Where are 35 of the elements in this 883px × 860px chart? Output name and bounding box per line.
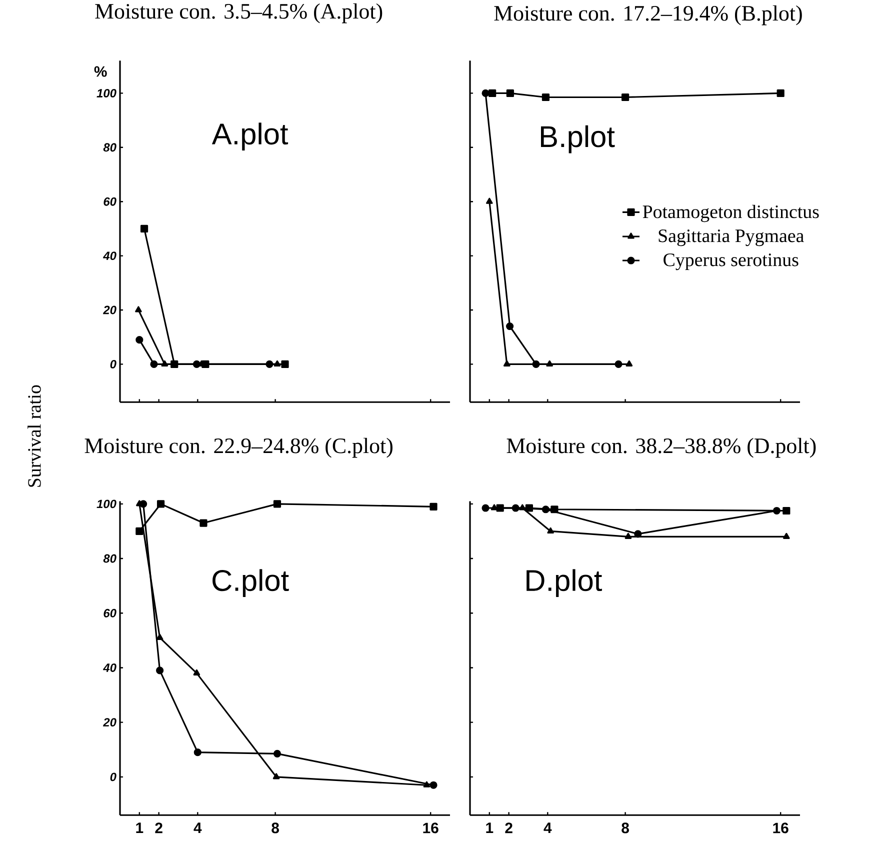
x-tick-label: 4 [544,822,552,833]
text: % [94,66,107,77]
x-tick-label: 2 [505,822,512,834]
y-axis-title: Survival ratio [28,385,41,487]
y-tick-label: 0 [110,360,116,368]
x-tick-label: 8 [272,822,279,834]
y-tick-label: 20 [103,306,116,314]
y-tick-label: 40 [102,252,116,260]
annotation: C.plot [212,569,289,597]
annotation: A.plot [212,122,288,150]
x-tick-label: 1 [486,822,494,833]
x-tick-label: 8 [622,822,629,834]
x-tick-label: 16 [423,822,438,834]
annotation: D.plot [526,569,602,597]
chart-title: Moisture con. 3.5–4.5% (A.plot) [95,3,382,24]
y-tick-label: 0 [110,772,116,782]
y-tick-label: 100 [96,500,116,508]
chart-title: Moisture con. 17.2–19.4% (B.plot) [494,5,802,26]
chart-title: Moisture con. 38.2–38.8% (D.polt) [506,438,816,458]
y-tick-label: 60 [104,608,116,618]
x-tick-label: 16 [773,822,788,834]
x-tick-label: 2 [155,822,162,834]
y-tick-label: 100 [96,88,116,98]
y-tick-label: 80 [103,554,116,563]
annotation: B.plot [541,125,615,154]
x-tick-label: 1 [136,822,144,833]
y-tick-label: 40 [102,663,116,672]
x-tick-label: 4 [194,822,202,833]
chart-title: Moisture con. 22.9–24.8% (C.plot) [84,438,392,458]
y-tick-label: 60 [104,197,116,206]
y-tick-label: 20 [103,718,116,726]
y-tick-label: 80 [103,143,116,152]
legend-label: Cyperus serotinus [664,253,798,270]
legend-label: Potamogeton distinctus [642,204,819,222]
legend-label: Sagittaria Pygmaea [658,229,804,246]
